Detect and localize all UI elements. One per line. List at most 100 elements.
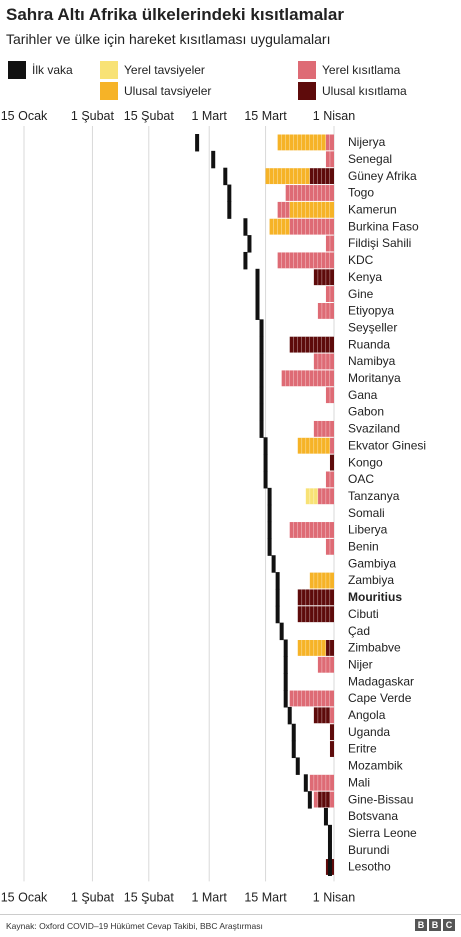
- country-label: Ruanda: [348, 337, 390, 351]
- country-label: Lesotho: [348, 860, 391, 874]
- restriction-bar-national-advisory: [265, 168, 310, 185]
- legend-swatch-national-restriction: [298, 82, 316, 100]
- country-label: Zambiya: [348, 573, 394, 587]
- restriction-bar-local-restriction: [289, 218, 334, 235]
- legend-swatch-national-advisory: [100, 82, 118, 100]
- country-label: Kongo: [348, 455, 383, 469]
- legend-swatch-local-restriction: [298, 61, 316, 79]
- bbc-logo-letter: B: [415, 919, 427, 931]
- first-case-marker: [259, 336, 264, 354]
- legend-label-first-case: İlk vaka: [32, 63, 73, 77]
- first-case-marker: [255, 302, 260, 320]
- first-case-marker: [283, 656, 288, 674]
- first-case-marker: [275, 605, 280, 624]
- first-case-marker: [287, 706, 292, 725]
- first-case-marker: [267, 487, 272, 506]
- country-label: Gine: [348, 287, 374, 301]
- first-case-marker: [327, 841, 332, 860]
- legend-item-local-restriction: Yerel kısıtlama: [298, 61, 400, 79]
- country-label: Gambiya: [348, 556, 396, 570]
- country-label: Tanzanya: [348, 489, 400, 503]
- first-case-marker: [211, 150, 216, 169]
- x-tick-label-top: 1 Nisan: [313, 109, 355, 123]
- first-case-marker: [303, 774, 308, 792]
- country-label: Güney Afrika: [348, 169, 417, 183]
- first-case-marker: [295, 757, 300, 775]
- legend: İlk vaka Yerel tavsiyeler Ulusal tavsiye…: [0, 58, 461, 102]
- first-case-marker: [195, 134, 200, 152]
- first-case-marker: [263, 454, 268, 472]
- first-case-marker: [247, 235, 252, 253]
- country-label: Liberya: [348, 523, 388, 537]
- country-label: Namibya: [348, 354, 396, 368]
- restriction-bar-national-restriction: [297, 589, 334, 606]
- first-case-marker: [279, 622, 284, 641]
- restriction-bar-local-restriction: [313, 791, 318, 808]
- legend-swatch-first-case: [8, 61, 26, 79]
- first-case-marker: [243, 218, 248, 236]
- first-case-marker: [275, 572, 280, 590]
- first-case-marker: [267, 521, 272, 539]
- x-tick-label-top: 1 Mart: [191, 109, 227, 123]
- restriction-bar-local-advisory: [305, 488, 318, 505]
- first-case-marker: [291, 723, 296, 742]
- country-label: Gana: [348, 388, 378, 402]
- first-case-marker: [291, 740, 296, 759]
- country-label: Svaziland: [348, 422, 400, 436]
- restriction-bar-national-restriction: [329, 454, 334, 471]
- first-case-marker: [267, 538, 272, 556]
- bbc-logo: B B C: [415, 919, 455, 931]
- first-case-marker: [271, 555, 276, 573]
- restriction-bar-local-restriction: [277, 201, 290, 218]
- footer-divider: [0, 914, 461, 915]
- restriction-bar-local-restriction: [329, 791, 334, 808]
- country-label: Madagaskar: [348, 674, 414, 688]
- chart-title: Sahra Altı Afrika ülkelerindeki kısıtlam…: [6, 5, 344, 24]
- country-label: Mouritius: [348, 590, 402, 604]
- restriction-bar-local-restriction: [325, 134, 334, 151]
- country-label: Fildişi Sahili: [348, 236, 411, 250]
- legend-label-national-advisory: Ulusal tavsiyeler: [124, 84, 212, 98]
- country-label: Mali: [348, 775, 370, 789]
- country-label: Burundi: [348, 843, 389, 857]
- x-tick-label-bottom: 1 Şubat: [71, 890, 115, 904]
- first-case-marker: [283, 673, 288, 691]
- country-label: Etiyopya: [348, 304, 394, 318]
- restriction-bar-local-restriction: [281, 370, 334, 387]
- restriction-bar-national-restriction: [309, 168, 334, 185]
- first-case-marker: [243, 251, 248, 270]
- x-tick-label-bottom: 15 Ocak: [1, 890, 48, 904]
- x-tick-label-bottom: 15 Mart: [244, 890, 287, 904]
- country-label: Ekvator Ginesi: [348, 438, 426, 452]
- country-label: Nijer: [348, 657, 373, 671]
- first-case-marker: [323, 808, 328, 826]
- first-case-marker: [259, 403, 264, 422]
- x-tick-label-top: 15 Ocak: [1, 109, 48, 123]
- country-label: Burkina Faso: [348, 219, 419, 233]
- x-tick-label-top: 15 Şubat: [124, 109, 175, 123]
- country-label: Eritre: [348, 742, 377, 756]
- restriction-bar-national-advisory: [269, 218, 290, 235]
- country-label: Zimbabve: [348, 641, 401, 655]
- first-case-marker: [223, 167, 228, 186]
- legend-swatch-local-advisory: [100, 61, 118, 79]
- first-case-marker: [259, 353, 264, 371]
- country-label: KDC: [348, 253, 374, 267]
- x-tick-label-bottom: 15 Şubat: [124, 890, 175, 904]
- country-label: Botsvana: [348, 809, 398, 823]
- legend-label-local-advisory: Yerel tavsiyeler: [124, 63, 205, 77]
- legend-label-national-restriction: Ulusal kısıtlama: [322, 84, 407, 98]
- country-label: Nijerya: [348, 135, 386, 149]
- country-label: Cibuti: [348, 607, 379, 621]
- first-case-marker: [227, 201, 232, 219]
- first-case-marker: [263, 437, 268, 455]
- first-case-marker: [259, 369, 264, 388]
- restriction-bar-local-restriction: [289, 690, 334, 707]
- first-case-marker: [307, 791, 312, 809]
- restriction-bar-local-restriction: [329, 437, 334, 454]
- country-label: Cape Verde: [348, 691, 412, 705]
- first-case-marker: [255, 285, 260, 304]
- first-case-marker: [227, 184, 232, 202]
- bbc-logo-letter: B: [429, 919, 441, 931]
- x-tick-label-bottom: 1 Mart: [191, 890, 227, 904]
